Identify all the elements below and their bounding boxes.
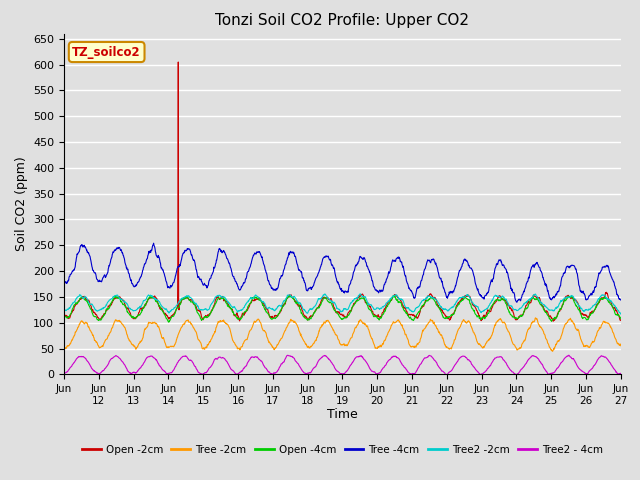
- Tree -2cm: [611, 333, 618, 338]
- Tree2 - 4cm: [617, 371, 625, 376]
- Line: Open -2cm: Open -2cm: [64, 62, 621, 321]
- Tree -4cm: [556, 284, 564, 290]
- Tree2 - 4cm: [328, 360, 336, 366]
- Open -4cm: [328, 302, 336, 308]
- Tree -4cm: [611, 281, 618, 287]
- Tree -2cm: [147, 321, 155, 326]
- Open -2cm: [328, 299, 336, 305]
- Line: Tree2 -2cm: Tree2 -2cm: [64, 294, 621, 314]
- Tree2 - 4cm: [442, 372, 449, 377]
- Tree2 -2cm: [317, 296, 325, 301]
- Open -2cm: [611, 305, 618, 311]
- Tree -2cm: [548, 348, 556, 354]
- Tree -4cm: [474, 286, 482, 292]
- X-axis label: Time: Time: [327, 408, 358, 421]
- Tree -4cm: [317, 262, 325, 267]
- Tree2 -2cm: [60, 308, 68, 313]
- Title: Tonzi Soil CO2 Profile: Upper CO2: Tonzi Soil CO2 Profile: Upper CO2: [216, 13, 469, 28]
- Tree -4cm: [147, 247, 155, 253]
- Tree2 - 4cm: [556, 362, 564, 368]
- Open -4cm: [611, 308, 618, 313]
- Tree2 - 4cm: [147, 353, 155, 359]
- Tree2 -2cm: [147, 293, 155, 299]
- Open -4cm: [165, 319, 173, 325]
- Tree2 -2cm: [617, 311, 625, 317]
- Open -4cm: [317, 300, 325, 306]
- Tree2 - 4cm: [60, 371, 68, 376]
- Text: TZ_soilco2: TZ_soilco2: [72, 46, 141, 59]
- Tree -2cm: [474, 340, 481, 346]
- Open -4cm: [617, 316, 625, 322]
- Tree -2cm: [532, 315, 540, 321]
- Tree2 - 4cm: [474, 370, 482, 375]
- Tree2 -2cm: [474, 304, 482, 310]
- Open -2cm: [175, 59, 182, 65]
- Tree2 - 4cm: [284, 352, 292, 358]
- Tree -2cm: [317, 324, 325, 330]
- Open -2cm: [60, 312, 68, 318]
- Tree -4cm: [328, 262, 336, 267]
- Open -2cm: [474, 310, 482, 316]
- Open -4cm: [60, 313, 68, 319]
- Tree -2cm: [617, 343, 625, 348]
- Open -4cm: [556, 306, 564, 312]
- Open -2cm: [317, 298, 325, 303]
- Tree -4cm: [617, 297, 625, 303]
- Open -2cm: [617, 317, 625, 323]
- Tree -4cm: [513, 300, 520, 305]
- Line: Tree -4cm: Tree -4cm: [64, 243, 621, 302]
- Open -4cm: [389, 293, 397, 299]
- Tree -4cm: [150, 240, 157, 246]
- Line: Open -4cm: Open -4cm: [64, 296, 621, 322]
- Open -2cm: [147, 295, 155, 300]
- Open -4cm: [474, 313, 482, 319]
- Line: Tree -2cm: Tree -2cm: [64, 318, 621, 351]
- Open -2cm: [550, 318, 557, 324]
- Tree -2cm: [60, 348, 68, 353]
- Tree -4cm: [60, 280, 68, 286]
- Tree2 -2cm: [610, 302, 618, 308]
- Tree2 -2cm: [356, 291, 364, 297]
- Tree2 -2cm: [328, 299, 335, 304]
- Tree2 -2cm: [556, 300, 563, 306]
- Tree2 - 4cm: [611, 366, 618, 372]
- Tree -2cm: [556, 336, 564, 342]
- Legend: Open -2cm, Tree -2cm, Open -4cm, Tree -4cm, Tree2 -2cm, Tree2 - 4cm: Open -2cm, Tree -2cm, Open -4cm, Tree -4…: [77, 441, 607, 459]
- Tree -2cm: [328, 324, 335, 330]
- Y-axis label: Soil CO2 (ppm): Soil CO2 (ppm): [15, 156, 28, 252]
- Open -2cm: [556, 308, 564, 314]
- Open -4cm: [147, 294, 155, 300]
- Line: Tree2 - 4cm: Tree2 - 4cm: [64, 355, 621, 374]
- Tree2 - 4cm: [317, 354, 325, 360]
